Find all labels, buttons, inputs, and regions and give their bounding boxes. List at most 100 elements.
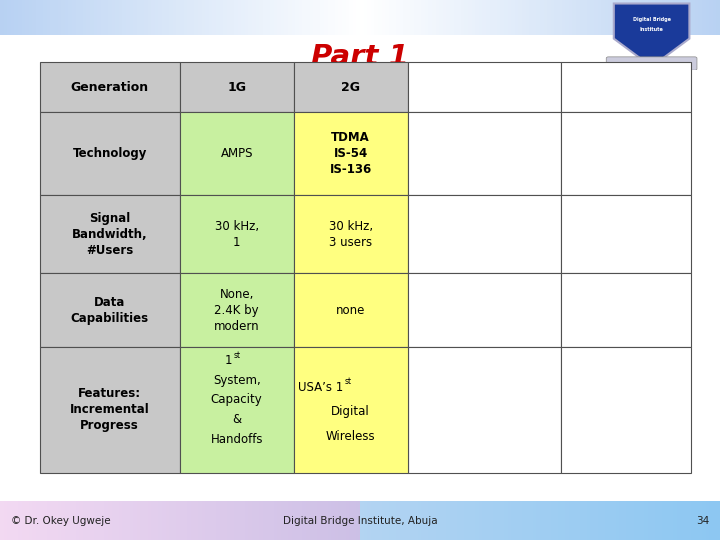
- Bar: [515, 0, 518, 35]
- Bar: [0, 501, 4, 540]
- Bar: [637, 501, 641, 540]
- Bar: [547, 0, 551, 35]
- Bar: [408, 112, 561, 195]
- Bar: [155, 0, 158, 35]
- Bar: [155, 501, 158, 540]
- Bar: [353, 0, 356, 35]
- Bar: [43, 0, 47, 35]
- Bar: [238, 0, 241, 35]
- Bar: [486, 0, 490, 35]
- Bar: [601, 0, 605, 35]
- Bar: [583, 501, 587, 540]
- Bar: [191, 501, 194, 540]
- Bar: [677, 501, 680, 540]
- Bar: [335, 0, 338, 35]
- Text: 2G: 2G: [341, 80, 360, 93]
- Bar: [410, 0, 414, 35]
- Bar: [187, 0, 191, 35]
- Bar: [317, 0, 320, 35]
- Bar: [263, 501, 266, 540]
- Bar: [338, 501, 342, 540]
- Bar: [576, 501, 580, 540]
- Bar: [526, 0, 529, 35]
- Bar: [223, 501, 227, 540]
- Bar: [220, 0, 223, 35]
- Bar: [259, 0, 263, 35]
- Bar: [288, 501, 292, 540]
- Bar: [400, 0, 403, 35]
- Text: none: none: [336, 303, 366, 316]
- Bar: [281, 0, 284, 35]
- Bar: [356, 501, 360, 540]
- Bar: [22, 0, 25, 35]
- Bar: [76, 501, 79, 540]
- Bar: [79, 501, 83, 540]
- Text: Generation: Generation: [71, 80, 149, 93]
- Bar: [126, 501, 130, 540]
- Bar: [40, 273, 180, 347]
- Bar: [479, 0, 482, 35]
- Bar: [504, 0, 508, 35]
- Bar: [104, 501, 108, 540]
- Bar: [472, 0, 475, 35]
- Bar: [670, 0, 673, 35]
- Bar: [292, 501, 295, 540]
- Text: Handoffs: Handoffs: [210, 433, 263, 446]
- Bar: [133, 501, 137, 540]
- Bar: [212, 0, 216, 35]
- Bar: [504, 501, 508, 540]
- Bar: [450, 0, 454, 35]
- Bar: [306, 501, 310, 540]
- Bar: [292, 0, 295, 35]
- Bar: [623, 501, 626, 540]
- Bar: [709, 501, 713, 540]
- Bar: [594, 0, 598, 35]
- Bar: [652, 501, 655, 540]
- Bar: [294, 347, 408, 472]
- Bar: [50, 0, 54, 35]
- Bar: [500, 501, 504, 540]
- Bar: [198, 501, 202, 540]
- Bar: [569, 0, 572, 35]
- Bar: [551, 501, 554, 540]
- Text: Institute: Institute: [639, 27, 664, 32]
- Bar: [126, 0, 130, 35]
- Text: Digital Bridge: Digital Bridge: [633, 17, 670, 22]
- Bar: [659, 0, 662, 35]
- Bar: [140, 0, 144, 35]
- Text: Technology: Technology: [73, 147, 147, 160]
- Bar: [241, 0, 245, 35]
- Bar: [518, 501, 522, 540]
- Bar: [47, 501, 50, 540]
- Bar: [608, 501, 612, 540]
- Bar: [58, 501, 61, 540]
- Bar: [698, 0, 702, 35]
- Bar: [65, 0, 68, 35]
- Bar: [112, 0, 115, 35]
- Bar: [536, 501, 540, 540]
- Bar: [281, 501, 284, 540]
- Bar: [587, 0, 590, 35]
- Bar: [313, 0, 317, 35]
- Bar: [695, 501, 698, 540]
- Bar: [137, 0, 140, 35]
- Bar: [274, 0, 277, 35]
- Bar: [353, 501, 356, 540]
- Bar: [68, 501, 72, 540]
- Bar: [716, 0, 720, 35]
- Polygon shape: [614, 3, 690, 66]
- Bar: [454, 0, 457, 35]
- Bar: [320, 501, 324, 540]
- Bar: [180, 273, 294, 347]
- Bar: [223, 0, 227, 35]
- Bar: [90, 0, 94, 35]
- Bar: [684, 0, 688, 35]
- Bar: [101, 0, 104, 35]
- Bar: [202, 501, 205, 540]
- Bar: [252, 501, 256, 540]
- Bar: [698, 501, 702, 540]
- Bar: [414, 501, 418, 540]
- Bar: [230, 501, 234, 540]
- Bar: [22, 501, 25, 540]
- Bar: [137, 501, 140, 540]
